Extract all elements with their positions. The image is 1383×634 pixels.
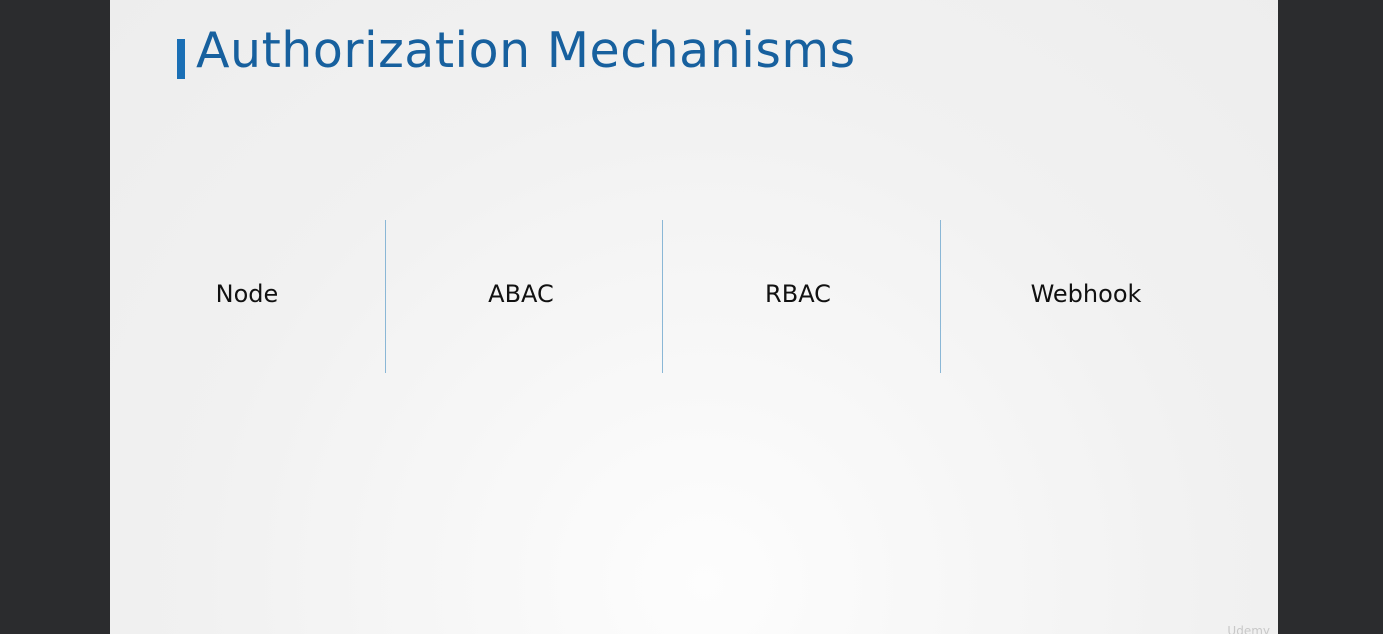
column-divider — [385, 220, 386, 373]
slide-title: Authorization Mechanisms — [196, 22, 856, 79]
mechanism-rbac: RBAC — [765, 280, 831, 308]
mechanism-webhook: Webhook — [1030, 280, 1142, 308]
column-divider — [940, 220, 941, 373]
title-accent-bar — [177, 39, 185, 79]
mechanism-abac: ABAC — [488, 280, 554, 308]
column-divider — [662, 220, 663, 373]
presentation-slide: Authorization Mechanisms Node ABAC RBAC … — [110, 0, 1278, 634]
udemy-watermark: Udemy — [1227, 624, 1270, 634]
mechanism-node: Node — [215, 280, 279, 308]
